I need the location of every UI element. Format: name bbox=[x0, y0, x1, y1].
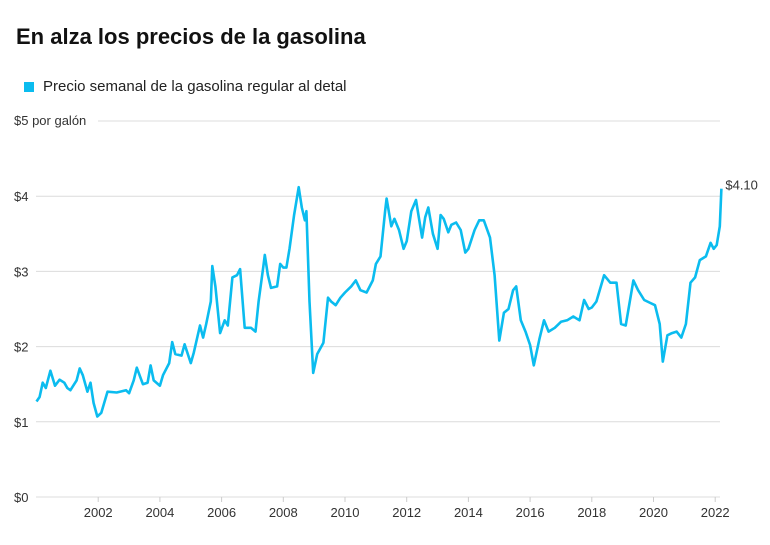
legend-label: Precio semanal de la gasolina regular al… bbox=[43, 78, 347, 95]
y-tick-label: $4 bbox=[14, 189, 28, 204]
legend: Precio semanal de la gasolina regular al… bbox=[24, 78, 347, 95]
chart-title: En alza los precios de la gasolina bbox=[16, 24, 366, 49]
legend-swatch bbox=[24, 81, 34, 92]
x-tick-label: 2022 bbox=[701, 505, 730, 520]
y-tick-label: $2 bbox=[14, 340, 28, 355]
x-tick-label: 2006 bbox=[207, 505, 236, 520]
y-tick-label: $1 bbox=[14, 415, 28, 430]
x-tick-label: 2014 bbox=[454, 505, 483, 520]
y-tick-label: $0 bbox=[14, 490, 28, 505]
x-tick-label: 2016 bbox=[516, 505, 545, 520]
y-tick-label: $3 bbox=[14, 264, 28, 279]
price-line bbox=[35, 185, 723, 418]
end-value-label: $4.10 bbox=[725, 178, 758, 193]
x-tick-label: 2010 bbox=[331, 505, 360, 520]
x-tick-label: 2020 bbox=[639, 505, 668, 520]
x-tick-label: 2002 bbox=[84, 505, 113, 520]
x-tick-label: 2008 bbox=[269, 505, 298, 520]
x-tick-label: 2004 bbox=[145, 505, 174, 520]
y-tick-label: $5 por galón bbox=[14, 113, 86, 128]
x-tick-label: 2018 bbox=[577, 505, 606, 520]
x-tick-label: 2012 bbox=[392, 505, 421, 520]
